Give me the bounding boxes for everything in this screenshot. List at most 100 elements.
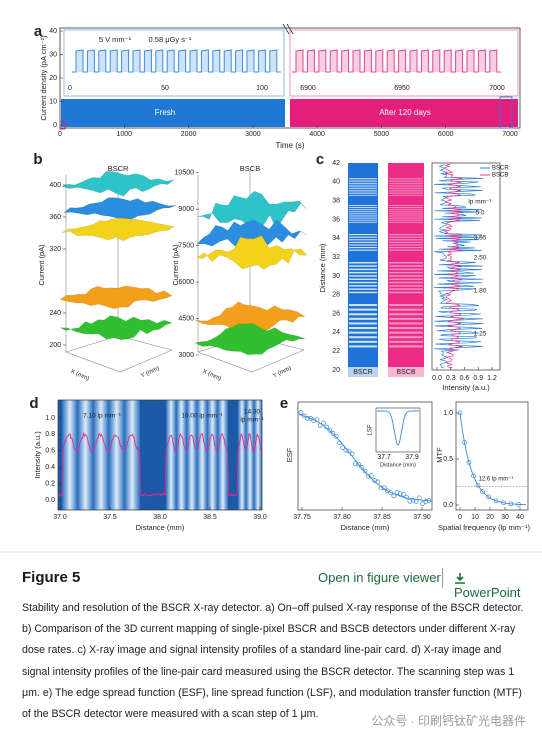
- esf-point: [388, 490, 393, 496]
- image-stripe: [349, 191, 377, 193]
- y-tick-label: 200: [49, 342, 61, 349]
- image-stripe: [389, 215, 423, 217]
- image-stripe: [389, 209, 423, 211]
- image-stripe: [389, 184, 423, 186]
- image-stripe: [349, 336, 377, 339]
- image-stripe: [349, 249, 377, 251]
- mtf-point: [486, 494, 491, 500]
- image-stripe: [254, 400, 262, 510]
- x-tick-label: 0: [458, 514, 462, 521]
- y-tick-label: 24: [332, 329, 340, 336]
- esf-point: [394, 490, 400, 495]
- y-tick-label: 1.0: [45, 415, 55, 422]
- signal-band: [61, 99, 285, 127]
- image-caption-bg: [348, 367, 378, 377]
- image-caption-bg: [388, 367, 424, 377]
- image-stripe: [389, 219, 423, 221]
- image-stripe: [389, 188, 423, 189]
- image-stripe: [389, 285, 423, 287]
- image-stripe: [389, 304, 423, 307]
- image-stripe: [389, 236, 423, 238]
- image-stripe: [349, 265, 377, 267]
- surface-layer: [194, 323, 306, 356]
- image-stripe: [77, 400, 94, 510]
- image-stripe: [389, 217, 423, 219]
- y-tick-label: 0.0: [45, 497, 55, 504]
- esf-point: [327, 427, 333, 433]
- y-tick-label: 38: [332, 197, 340, 204]
- x-tick-label: 37.7: [377, 454, 391, 461]
- annotation: 5.0: [475, 210, 484, 217]
- esf-point: [343, 447, 349, 453]
- image-stripe: [349, 234, 377, 236]
- esf-point: [349, 451, 355, 457]
- image-stripe: [389, 244, 423, 246]
- image-stripe: [389, 262, 423, 264]
- y-tick-label: 42: [332, 160, 340, 167]
- y-tick-label: 0.5: [443, 456, 453, 463]
- figure-viewer-link[interactable]: Open in figure viewer: [318, 570, 441, 585]
- esf-point: [301, 413, 307, 419]
- x-tick-label: 10: [471, 514, 479, 521]
- x-tick-label: 3000: [245, 131, 261, 138]
- x-axis-label: X (mm): [70, 369, 90, 383]
- x-axis-label: Distance (mm): [136, 523, 185, 532]
- image-stripe: [108, 400, 125, 510]
- image-stripe: [349, 215, 377, 217]
- download-icon: [455, 573, 465, 584]
- image-stripe: [389, 181, 423, 183]
- image-stripe: [349, 205, 377, 206]
- esf-point: [298, 410, 304, 415]
- y-tick-label: 36: [332, 216, 340, 223]
- x-tick-label: 5000: [374, 131, 390, 138]
- x-tick-label: 30: [501, 514, 509, 521]
- mtf-curve: [459, 412, 527, 506]
- y-tick-label: 20: [332, 367, 340, 374]
- image-stripe: [349, 189, 377, 191]
- image-stripe: [389, 331, 423, 334]
- band-label: After 120 days: [379, 108, 431, 117]
- image-stripe: [349, 181, 377, 183]
- surface-layer: [61, 171, 175, 197]
- band-label: Fresh: [155, 108, 175, 117]
- subplot-title: BSCR: [108, 164, 129, 173]
- image-stripe: [349, 207, 377, 209]
- surface-layer: [63, 197, 177, 222]
- plot-frame: [455, 401, 529, 511]
- image-stripe: [389, 179, 423, 181]
- panel-label: a: [34, 23, 43, 40]
- y-tick-label: 9000: [178, 206, 194, 213]
- image-stripe: [349, 313, 377, 316]
- y-axis-label: LSF: [368, 424, 374, 435]
- surface-layer: [196, 235, 308, 270]
- annotation: 1.25: [474, 331, 487, 338]
- panel-label: e: [280, 395, 288, 412]
- mtf-point: [480, 489, 485, 494]
- esf-point: [401, 491, 406, 497]
- x-axis-label: Spatial frequency (lp mm⁻¹): [438, 523, 530, 532]
- image-stripe: [349, 327, 377, 330]
- esf-point: [359, 465, 365, 470]
- x-tick-label: 20: [486, 514, 494, 521]
- y-tick-label: 0.8: [45, 431, 55, 438]
- image-stripe: [389, 178, 423, 179]
- image-stripe: [389, 221, 423, 223]
- powerpoint-link[interactable]: PowerPoint: [454, 570, 532, 600]
- image-stripe: [349, 345, 377, 348]
- signal-band: [290, 99, 518, 127]
- inset-frame: [63, 29, 285, 97]
- esf-point: [333, 433, 339, 439]
- surface-layer: [61, 217, 175, 242]
- image-stripe: [349, 219, 377, 221]
- mtf-point: [501, 500, 506, 506]
- pulse-trace: [72, 49, 282, 73]
- x-tick-label: 37.75: [293, 514, 311, 521]
- image-stripe: [389, 271, 423, 274]
- image-stripe: [349, 183, 377, 184]
- image-stripe: [176, 400, 187, 510]
- esf-point: [413, 499, 419, 504]
- esf-point: [305, 415, 310, 421]
- inset-tick-label: 6950: [394, 85, 410, 92]
- inset-tick-label: 6900: [300, 85, 316, 92]
- pulse-trace: [292, 49, 502, 73]
